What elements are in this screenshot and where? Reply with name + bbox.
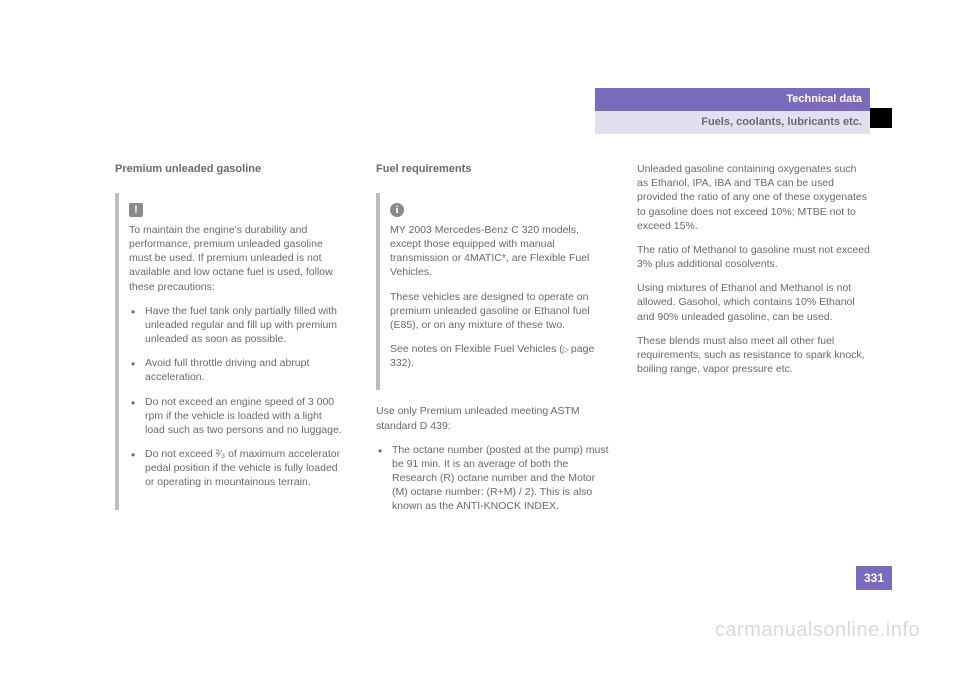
- section-title: Fuels, coolants, lubricants etc.: [595, 111, 870, 134]
- col2-after-list: The octane number (posted at the pump) m…: [376, 443, 609, 514]
- col3-p3: Using mixtures of Ethanol and Methanol i…: [637, 281, 870, 324]
- col1-heading: Premium unleaded gasoline: [115, 162, 348, 177]
- column-1: Premium unleaded gasoline To maintain th…: [115, 162, 348, 524]
- column-2: Fuel requirements MY 2003 Mercedes-Benz …: [376, 162, 609, 524]
- chapter-title: Technical data: [595, 88, 870, 111]
- caution-item: Avoid full throttle driving and abrupt a…: [129, 356, 342, 384]
- caution-intro: To maintain the engine's durability and …: [129, 223, 342, 294]
- col3-p1: Unleaded gasoline containing oxygenates …: [637, 162, 870, 233]
- page: Technical data Fuels, coolants, lubrican…: [0, 0, 960, 678]
- column-3: Unleaded gasoline containing oxygenates …: [637, 162, 870, 524]
- info-p3-b: ).: [408, 357, 414, 369]
- info-p1: MY 2003 Mercedes-Benz C 320 models, exce…: [390, 223, 603, 280]
- watermark: carmanualsonline.info: [715, 617, 920, 644]
- tab-marker: [870, 108, 892, 128]
- caution-box: To maintain the engine's durability and …: [115, 193, 348, 510]
- col3-p4: These blends must also meet all other fu…: [637, 334, 870, 377]
- info-p3-a: See notes on Flexible Fuel Vehicles (: [390, 343, 563, 355]
- col2-after-item: The octane number (posted at the pump) m…: [376, 443, 609, 514]
- caution-item: Do not exceed ²⁄₃ of maximum accelerator…: [129, 447, 342, 490]
- content-columns: Premium unleaded gasoline To maintain th…: [115, 162, 870, 524]
- col3-p2: The ratio of Methanol to gasoline must n…: [637, 243, 870, 271]
- caution-list: Have the fuel tank only partially filled…: [129, 304, 342, 490]
- info-box: MY 2003 Mercedes-Benz C 320 models, exce…: [376, 193, 609, 391]
- page-number: 331: [856, 566, 892, 590]
- caution-item: Have the fuel tank only partially filled…: [129, 304, 342, 347]
- info-icon: [390, 203, 404, 217]
- info-p2: These vehicles are designed to operate o…: [390, 290, 603, 333]
- caution-item: Do not exceed an engine speed of 3 000 r…: [129, 395, 342, 438]
- col2-heading: Fuel requirements: [376, 162, 609, 177]
- info-p3: See notes on Flexible Fuel Vehicles (pag…: [390, 342, 603, 370]
- exclamation-icon: [129, 203, 143, 217]
- col2-after-p1: Use only Premium unleaded meeting ASTM s…: [376, 404, 609, 432]
- page-header: Technical data Fuels, coolants, lubrican…: [595, 88, 870, 134]
